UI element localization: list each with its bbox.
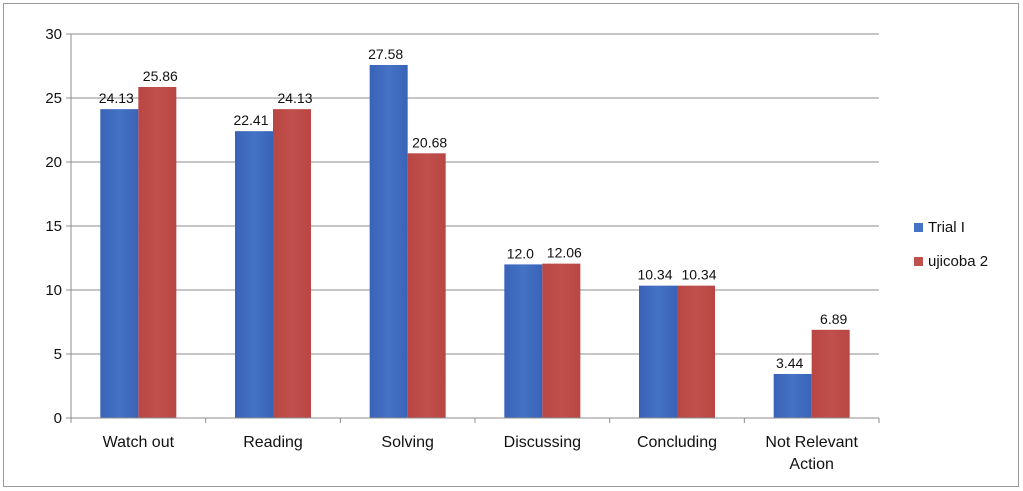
bar-ujicoba-2 [407,153,446,418]
y-tick-label: 5 [54,346,62,363]
legend: Trial I ujicoba 2 [914,219,988,270]
gridlines [71,33,879,355]
bar-ujicoba-2 [273,109,311,419]
data-label: 20.68 [412,134,447,150]
data-label: 10.34 [681,267,716,283]
data-label: 10.34 [637,267,672,283]
x-category-label: Solving [381,434,433,451]
y-tick-label: 15 [45,218,62,235]
y-tick-label: 10 [45,282,62,299]
data-label: 24.13 [277,90,312,106]
data-label: 12.0 [507,245,534,261]
bar-chart: 0 5 10 15 20 25 30 Watch out Reading Solving Discu… [45,26,988,473]
y-tick-label: 30 [45,26,62,43]
data-label: 6.89 [820,311,847,327]
data-label: 24.13 [99,90,134,106]
data-label: 27.58 [368,46,403,62]
legend-label: Trial I [928,219,965,236]
legend-swatch [914,257,923,266]
legend-swatch [914,223,923,232]
x-category-label: Discussing [504,434,581,451]
y-tick-label: 20 [45,154,62,171]
data-labels: 24.13 22.41 27.58 12.0 10.34 3.44 25.86 24.13 20… [99,46,848,371]
chart-frame: 0 5 10 15 20 25 30 Watch out Reading Solving Discu… [3,3,1019,487]
bar-ujicoba-2 [811,329,850,418]
x-category-label: Concluding [637,434,717,451]
bar-trial-1 [639,285,677,418]
data-label: 3.44 [776,355,803,371]
bar-ujicoba-2 [138,86,177,418]
legend-label: ujicoba 2 [928,253,988,270]
bar-trial-1 [369,64,408,418]
x-category-label: Reading [243,434,303,451]
bars [100,64,850,419]
data-label: 12.06 [547,245,582,261]
bar-ujicoba-2 [542,263,581,418]
y-tick-label: 0 [54,410,62,427]
bar-trial-1 [235,131,273,418]
bar-trial-1 [773,373,812,418]
bar-trial-1 [504,264,543,418]
x-category-label: Watch out [103,434,175,451]
data-label: 22.41 [233,112,268,128]
axes: 0 5 10 15 20 25 30 Watch out Reading Solving Discu… [45,26,880,473]
x-category-label: Not Relevant [765,434,858,451]
bar-trial-1 [100,109,139,419]
x-category-label: Action [789,456,833,473]
bar-ujicoba-2 [677,285,715,418]
data-label: 25.86 [143,68,178,84]
y-tick-label: 25 [45,90,62,107]
